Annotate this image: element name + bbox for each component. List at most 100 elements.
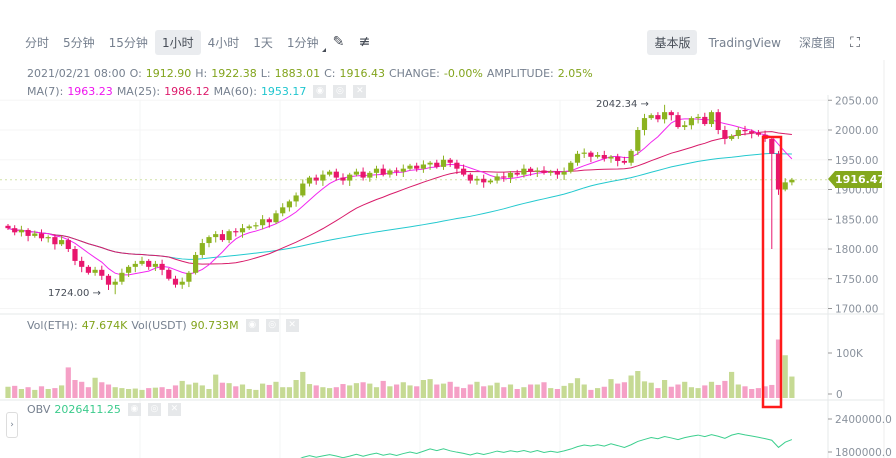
- ma7-value: 1963.23: [67, 85, 113, 98]
- volume-bar: [648, 382, 654, 398]
- interval-4h[interactable]: 4小时: [207, 35, 240, 50]
- volume-bar: [300, 371, 306, 398]
- volume-bar: [340, 384, 346, 398]
- candle-body: [45, 237, 51, 239]
- volume-bar: [789, 376, 795, 398]
- candle-body: [568, 162, 574, 172]
- candle-body: [193, 254, 199, 273]
- volume-bar: [595, 388, 601, 398]
- volume-bar: [568, 383, 574, 398]
- eye-icon[interactable]: ◉: [245, 319, 259, 332]
- candle-body: [340, 177, 346, 181]
- candle-body: [541, 170, 547, 173]
- interval-toolbar: 分时 5分钟 15分钟 1小时 4小时 1天 1分钟 ✎ ≢: [18, 29, 378, 55]
- candle-body: [380, 168, 386, 175]
- interval-15m[interactable]: 15分钟: [108, 35, 148, 50]
- vol-eth-value: 47.674K: [81, 319, 128, 332]
- price-tick-label: 1700.00: [835, 304, 878, 316]
- volume-bar: [682, 381, 688, 398]
- volume-bar: [18, 389, 24, 398]
- high-marker-value: 2042.34: [596, 99, 638, 110]
- candle-body: [695, 116, 701, 119]
- volume-bar: [588, 389, 594, 398]
- volume-bar: [246, 389, 252, 398]
- volume-bar: [729, 371, 735, 398]
- candle-body: [320, 174, 326, 181]
- open-label: O:: [129, 67, 142, 80]
- interval-1d[interactable]: 1天: [253, 35, 273, 50]
- candle-body: [52, 237, 58, 245]
- volume-bar: [52, 388, 58, 398]
- volume-bar: [65, 367, 71, 398]
- volume-bar: [239, 384, 246, 398]
- volume-bar: [139, 389, 145, 398]
- candle-body: [775, 153, 782, 190]
- candle-body: [85, 266, 91, 273]
- candle-body: [79, 260, 85, 267]
- view-tradingview[interactable]: TradingView: [708, 35, 781, 50]
- close-icon[interactable]: ✕: [285, 319, 299, 332]
- last-price-tag: 1916.47: [828, 171, 886, 188]
- low-label: L:: [260, 67, 271, 80]
- eye-icon[interactable]: ◉: [313, 85, 327, 98]
- volume-bar: [253, 389, 259, 398]
- eye-icon[interactable]: ◉: [127, 403, 141, 416]
- price-tick-label: 2050.00: [835, 95, 878, 107]
- settings-icon[interactable]: ◎: [147, 403, 161, 416]
- volume-bar: [407, 385, 413, 398]
- candle-body: [682, 125, 688, 128]
- settings-icon[interactable]: ◎: [265, 319, 279, 332]
- close-icon[interactable]: ✕: [167, 403, 181, 416]
- pencil-icon[interactable]: ✎: [332, 34, 345, 50]
- settings-sliders-icon[interactable]: ≢: [358, 34, 371, 50]
- interval-timeline[interactable]: 分时: [25, 35, 50, 50]
- candle-body: [655, 115, 661, 120]
- vol-usdt-label: Vol(USDT): [131, 319, 187, 332]
- vol-eth-label: Vol(ETH):: [27, 319, 78, 332]
- volume-bar: [219, 382, 225, 398]
- volume-bar: [467, 384, 473, 398]
- candle-body: [213, 234, 219, 238]
- volume-bar: [380, 380, 386, 398]
- volume-bar: [166, 389, 172, 398]
- volume-bar: [206, 389, 212, 398]
- candle-body: [353, 171, 359, 175]
- expand-panel-button[interactable]: ›: [6, 412, 18, 438]
- volume-bar: [226, 383, 232, 398]
- volume-bar: [708, 381, 715, 398]
- settings-icon[interactable]: ◎: [333, 85, 347, 98]
- candle-body: [92, 269, 98, 273]
- candle-body: [166, 269, 172, 279]
- candle-body: [635, 130, 641, 151]
- view-depth[interactable]: 深度图: [798, 36, 835, 50]
- interval-dropdown[interactable]: 1分钟: [280, 30, 326, 55]
- interval-5m[interactable]: 5分钟: [63, 35, 95, 50]
- candle-body: [481, 178, 487, 183]
- candle-body: [548, 171, 554, 173]
- candle-body: [668, 112, 674, 116]
- ma25-line: [7, 131, 792, 265]
- volume-bar: [119, 388, 125, 398]
- candle-body: [286, 201, 292, 208]
- candle-body: [608, 156, 614, 159]
- candle-body: [253, 225, 259, 227]
- view-basic[interactable]: 基本版: [647, 30, 698, 55]
- fullscreen-icon[interactable]: ⛶: [850, 34, 860, 51]
- candle-body: [139, 260, 145, 264]
- volume-bar: [179, 380, 185, 398]
- volume-bar: [293, 380, 299, 398]
- candle-body: [454, 162, 460, 169]
- volume-bar: [5, 386, 11, 398]
- candle-body: [434, 162, 440, 167]
- volume-bar: [360, 382, 366, 398]
- volume-bar: [662, 380, 668, 398]
- close-icon[interactable]: ✕: [353, 85, 367, 98]
- volume-bar: [213, 374, 219, 398]
- volume-bar: [367, 383, 373, 398]
- interval-1h[interactable]: 1小时: [154, 29, 201, 55]
- close-value: 1916.43: [339, 67, 386, 80]
- volume-bar: [501, 387, 507, 398]
- volume-bar: [280, 387, 286, 398]
- amplitude-value: 2.05%: [557, 67, 593, 80]
